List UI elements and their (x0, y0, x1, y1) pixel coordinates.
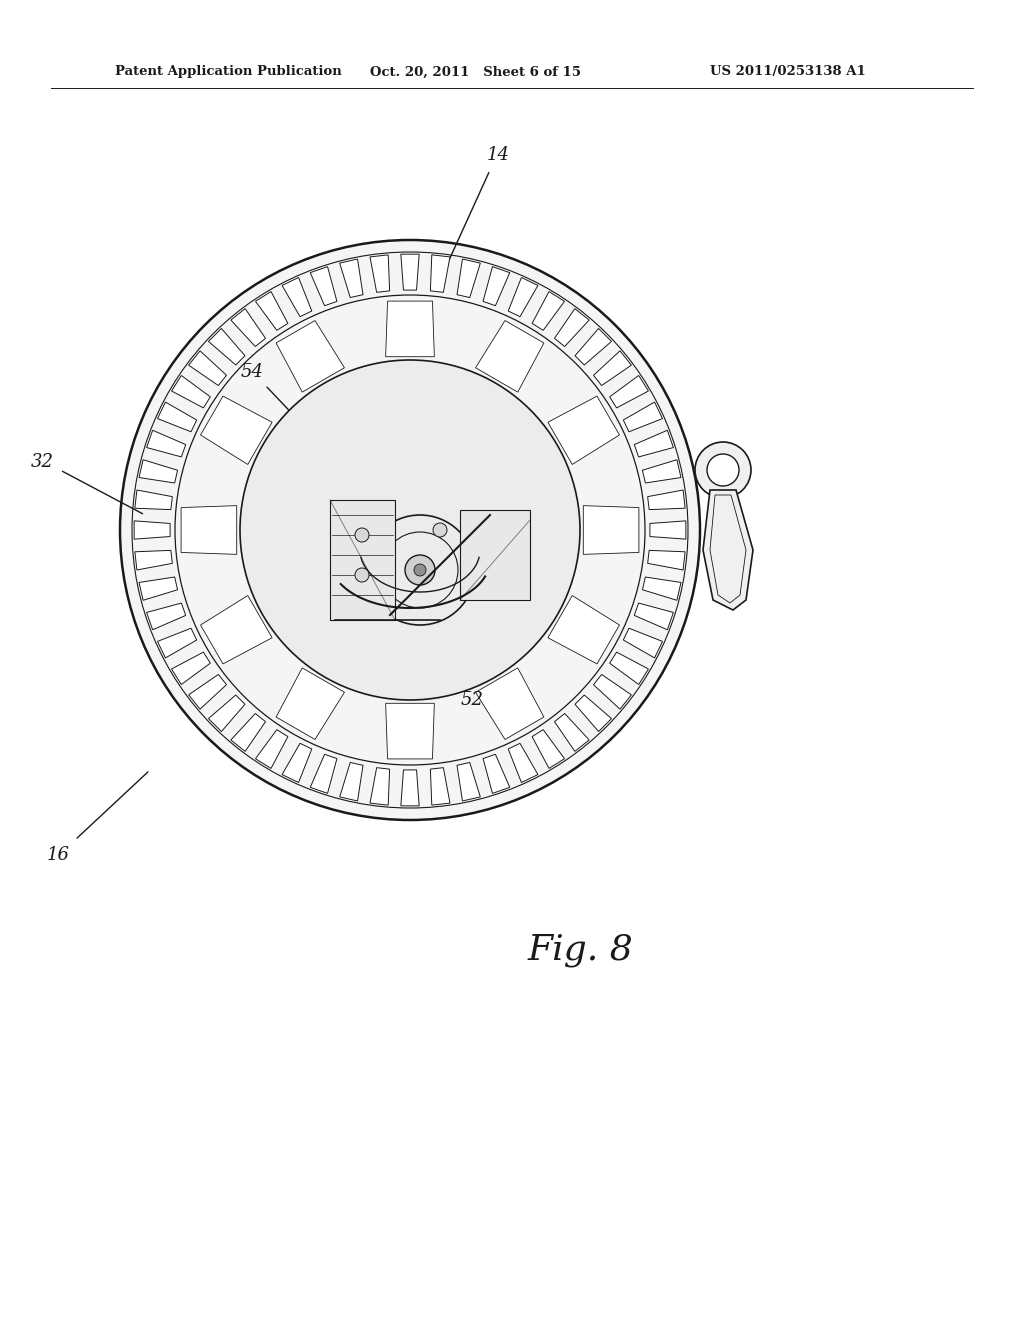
Polygon shape (508, 277, 538, 317)
Polygon shape (548, 595, 620, 664)
Polygon shape (310, 754, 337, 793)
Polygon shape (475, 321, 544, 392)
Text: 32: 32 (31, 453, 53, 471)
Polygon shape (172, 375, 210, 408)
Polygon shape (146, 603, 185, 630)
Text: Patent Application Publication: Patent Application Publication (115, 66, 342, 78)
Polygon shape (134, 521, 170, 539)
Text: 54: 54 (241, 363, 263, 381)
Polygon shape (370, 768, 389, 805)
Polygon shape (548, 396, 620, 465)
Polygon shape (188, 351, 226, 385)
Polygon shape (508, 743, 538, 783)
Polygon shape (181, 506, 237, 554)
Polygon shape (624, 628, 663, 657)
Polygon shape (624, 403, 663, 432)
Circle shape (695, 442, 751, 498)
Polygon shape (647, 490, 685, 510)
Polygon shape (650, 521, 686, 539)
Circle shape (433, 523, 447, 537)
Text: US 2011/0253138 A1: US 2011/0253138 A1 (710, 66, 865, 78)
Polygon shape (370, 255, 389, 292)
Polygon shape (634, 603, 674, 630)
Text: 16: 16 (46, 846, 70, 865)
Polygon shape (276, 321, 344, 392)
Polygon shape (594, 351, 632, 385)
Polygon shape (209, 696, 245, 731)
Polygon shape (457, 259, 480, 297)
Polygon shape (209, 329, 245, 364)
Polygon shape (139, 577, 177, 601)
Polygon shape (554, 714, 589, 751)
Polygon shape (634, 430, 674, 457)
Polygon shape (256, 292, 288, 330)
Polygon shape (532, 730, 564, 768)
Polygon shape (282, 277, 311, 317)
Circle shape (406, 554, 435, 585)
Polygon shape (310, 267, 337, 306)
Polygon shape (256, 730, 288, 768)
Polygon shape (642, 459, 681, 483)
Polygon shape (642, 577, 681, 601)
Polygon shape (188, 675, 226, 709)
Polygon shape (584, 506, 639, 554)
Polygon shape (276, 668, 344, 739)
Polygon shape (158, 628, 197, 657)
Polygon shape (135, 550, 172, 570)
Polygon shape (532, 292, 564, 330)
Polygon shape (647, 550, 685, 570)
FancyBboxPatch shape (460, 510, 530, 601)
Polygon shape (386, 704, 434, 759)
Polygon shape (609, 375, 648, 408)
Polygon shape (139, 459, 177, 483)
Polygon shape (575, 329, 611, 364)
Polygon shape (703, 490, 753, 610)
Polygon shape (475, 668, 544, 739)
Polygon shape (430, 768, 450, 805)
Text: Fig. 8: Fig. 8 (527, 933, 633, 968)
Text: 14: 14 (486, 147, 510, 164)
Text: Oct. 20, 2011   Sheet 6 of 15: Oct. 20, 2011 Sheet 6 of 15 (370, 66, 581, 78)
Polygon shape (400, 770, 419, 805)
Polygon shape (340, 259, 362, 297)
Circle shape (707, 454, 739, 486)
Polygon shape (135, 490, 172, 510)
Polygon shape (400, 255, 419, 290)
Polygon shape (457, 763, 480, 801)
Circle shape (414, 564, 426, 576)
Polygon shape (230, 714, 265, 751)
Text: 52: 52 (461, 690, 483, 709)
Polygon shape (340, 763, 362, 801)
Polygon shape (201, 595, 272, 664)
Polygon shape (594, 675, 632, 709)
FancyBboxPatch shape (330, 500, 395, 620)
Polygon shape (609, 652, 648, 685)
Polygon shape (386, 301, 434, 356)
Polygon shape (201, 396, 272, 465)
Polygon shape (575, 696, 611, 731)
Polygon shape (483, 267, 510, 306)
Circle shape (355, 568, 369, 582)
Polygon shape (230, 309, 265, 347)
Circle shape (120, 240, 700, 820)
Polygon shape (430, 255, 450, 292)
Circle shape (355, 528, 369, 543)
Circle shape (240, 360, 580, 700)
Polygon shape (282, 743, 311, 783)
Polygon shape (146, 430, 185, 457)
Polygon shape (554, 309, 589, 347)
Polygon shape (158, 403, 197, 432)
Polygon shape (172, 652, 210, 685)
Polygon shape (483, 754, 510, 793)
